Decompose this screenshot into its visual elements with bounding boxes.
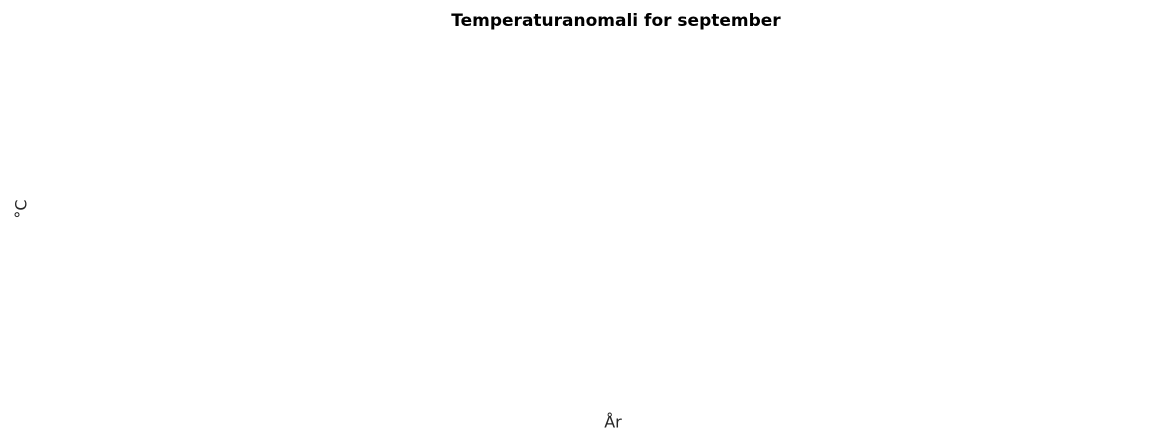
y-axis-label: °C [12, 199, 31, 218]
x-axis-label: År [604, 413, 622, 430]
chart-title: Temperaturanomali for september [451, 11, 781, 31]
labels: Temperaturanomali for september År °C [12, 11, 782, 430]
